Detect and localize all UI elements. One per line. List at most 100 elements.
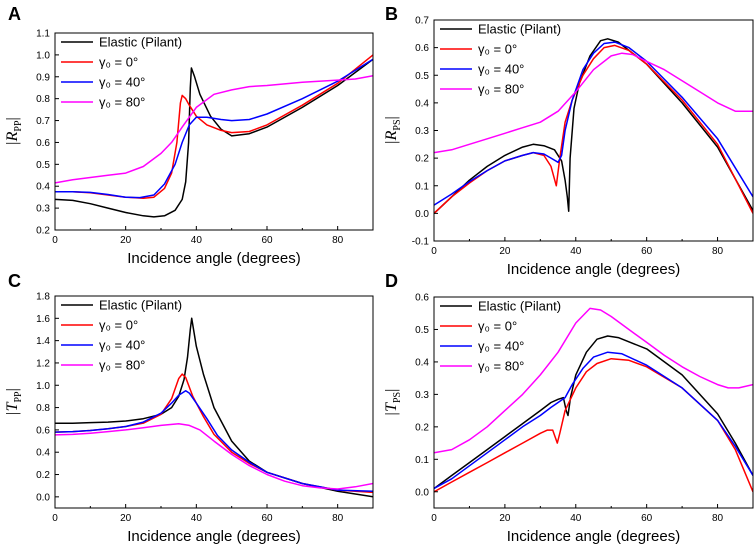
x-tick-label: 0: [52, 235, 58, 246]
y-axis-label: |RPS|: [383, 116, 403, 145]
x-tick-label: 40: [570, 513, 582, 524]
x-tick-label: 80: [332, 235, 344, 246]
y-tick-label: 0.6: [415, 43, 429, 54]
panel-letter: A: [8, 4, 21, 24]
plot-frame: [433, 296, 754, 509]
y-tick-label: 0.0: [415, 209, 429, 220]
y-tick-label: 0.6: [36, 138, 50, 149]
plot-frame: [54, 32, 374, 231]
x-axis-label: Incidence angle (degrees): [127, 250, 300, 267]
x-axis-label: Incidence angle (degrees): [507, 528, 680, 545]
panel-a: A 0 20 40 60 80 0.2 0.3 0.4 0.5 0.6 0.7 0.8 0.9 1.0 1.1…: [4, 4, 374, 267]
y-tick-label: -0.1: [412, 237, 430, 248]
series-line-g80: [434, 52, 753, 154]
y-tick-label: 1.6: [36, 314, 50, 325]
y-tick-label: 0.2: [415, 422, 429, 433]
legend-label-elastic: Elastic (Pilant): [99, 35, 182, 50]
x-tick-label: 20: [499, 513, 511, 524]
y-axis-label: |TPP|: [4, 388, 24, 416]
y-tick-label: 0.7: [415, 16, 429, 27]
y-tick-label: 1.2: [36, 358, 50, 369]
series-line-elastic: [434, 335, 753, 490]
y-tick-label: 0.8: [36, 94, 50, 105]
panel-letter: C: [8, 271, 21, 291]
x-tick-label: 0: [431, 513, 437, 524]
y-tick-label: 0.6: [415, 293, 429, 304]
series-line-g80: [434, 307, 753, 454]
x-tick-label: 0: [431, 246, 437, 257]
legend-label-g0: γ₀ = 0°: [99, 55, 138, 70]
panel-c: C 0 20 40 60 80 0.0 0.2 0.4 0.6 0.8 1.0 1.2 1.4 1.6 1.8…: [4, 271, 374, 545]
legend-label-elastic: Elastic (Pilant): [99, 298, 182, 313]
y-tick-label: 0.1: [415, 181, 429, 192]
legend-label-g80: γ₀ = 80°: [99, 358, 145, 373]
x-tick-label: 0: [52, 513, 58, 524]
legend: Elastic (Pilant) γ₀ = 0° γ₀ = 40° γ₀ = 80°: [440, 299, 561, 374]
x-tick-label: 40: [191, 235, 203, 246]
legend-label-elastic: Elastic (Pilant): [478, 299, 561, 314]
y-tick-label: 1.1: [36, 29, 50, 40]
y-tick-label: 0.4: [415, 98, 429, 109]
y-tick-label: 0.1: [415, 455, 429, 466]
series-line-elastic: [55, 58, 373, 218]
x-tick-label: 60: [261, 513, 273, 524]
x-axis-label: Incidence angle (degrees): [507, 261, 680, 278]
y-tick-label: 0.3: [415, 126, 429, 137]
y-tick-label: 0.4: [415, 357, 429, 368]
x-tick-label: 80: [712, 513, 724, 524]
y-tick-label: 1.0: [36, 50, 50, 61]
x-tick-label: 20: [120, 235, 132, 246]
x-tick-label: 60: [261, 235, 273, 246]
y-tick-label: 0.7: [36, 116, 50, 127]
series-line-g0: [434, 357, 753, 493]
panel-b: B 0 20 40 60 80 -0.1 0.0 0.1 0.2 0.3 0.4 0.5 0.6 0.7 In…: [383, 4, 754, 278]
y-tick-label: 0.0: [415, 487, 429, 498]
x-tick-label: 40: [191, 513, 203, 524]
legend-label-g80: γ₀ = 80°: [478, 359, 524, 374]
series-line-g40: [55, 390, 373, 493]
legend-label-elastic: Elastic (Pilant): [478, 22, 561, 37]
x-tick-label: 60: [641, 513, 653, 524]
y-tick-label: 0.2: [36, 470, 50, 481]
legend-label-g80: γ₀ = 80°: [99, 95, 145, 110]
y-tick-label: 0.3: [36, 204, 50, 215]
panel-letter: B: [385, 4, 398, 24]
y-tick-label: 0.2: [36, 226, 50, 237]
x-tick-label: 40: [570, 246, 582, 257]
y-tick-label: 1.8: [36, 292, 50, 303]
legend: Elastic (Pilant) γ₀ = 0° γ₀ = 40° γ₀ = 80°: [61, 35, 182, 110]
legend-label-g0: γ₀ = 0°: [478, 42, 517, 57]
x-tick-label: 80: [332, 513, 344, 524]
y-axis-label: |RPP|: [4, 117, 24, 146]
y-tick-label: 1.4: [36, 336, 50, 347]
y-tick-label: 0.5: [415, 325, 429, 336]
legend: Elastic (Pilant) γ₀ = 0° γ₀ = 40° γ₀ = 80°: [440, 22, 561, 97]
legend-label-g80: γ₀ = 80°: [478, 82, 524, 97]
series-line-g80: [55, 74, 373, 184]
x-tick-label: 20: [120, 513, 132, 524]
y-tick-label: 0.4: [36, 182, 50, 193]
y-tick-label: 0.5: [36, 160, 50, 171]
legend-label-g0: γ₀ = 0°: [478, 319, 517, 334]
panel-d: D 0 20 40 60 80 0.0 0.1 0.2 0.3 0.4 0.5 0.6 Incidence…: [383, 271, 754, 545]
series-line-g40: [55, 58, 373, 199]
legend-label-g40: γ₀ = 40°: [99, 338, 145, 353]
legend-label-g40: γ₀ = 40°: [478, 62, 524, 77]
y-tick-label: 0.0: [36, 492, 50, 503]
x-tick-label: 80: [712, 246, 724, 257]
x-tick-label: 60: [641, 246, 653, 257]
panel-letter: D: [385, 271, 398, 291]
y-axis-label: |TPS|: [383, 389, 403, 417]
series-line-g0: [55, 373, 373, 494]
y-tick-label: 1.0: [36, 381, 50, 392]
x-axis-label: Incidence angle (degrees): [127, 528, 300, 545]
plot-frame: [54, 295, 374, 509]
legend-label-g0: γ₀ = 0°: [99, 318, 138, 333]
x-tick-label: 20: [499, 246, 511, 257]
legend-label-g40: γ₀ = 40°: [478, 339, 524, 354]
y-tick-label: 0.9: [36, 72, 50, 83]
y-tick-label: 0.6: [36, 425, 50, 436]
series-line-g40: [434, 351, 753, 490]
y-tick-label: 0.2: [415, 154, 429, 165]
